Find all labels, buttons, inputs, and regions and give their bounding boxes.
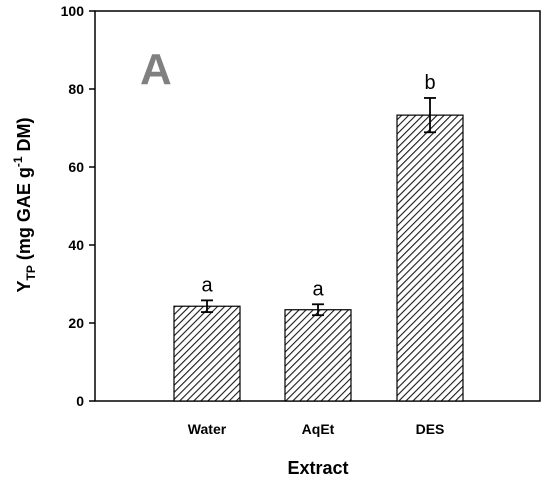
y-axis-ticks: 0 20 40 60 80 100 [61,3,95,409]
x-axis-title: Extract [287,458,348,478]
y-axis-title-superscript: -1 [11,156,25,167]
y-tick-label: 0 [76,393,84,409]
bar-aqet [284,309,352,402]
x-tick-label: DES [416,421,445,437]
y-axis-title-unit-end: DM) [14,117,34,156]
significance-letter: a [201,274,213,296]
significance-letter: b [424,72,435,94]
y-tick-label: 100 [61,3,85,19]
significance-letters: a a b [201,72,435,300]
y-tick-label: 60 [68,159,84,175]
bars [173,114,464,402]
y-tick-label: 20 [68,315,84,331]
error-bars [201,97,436,317]
bar-water [173,305,241,402]
x-tick-label: Water [188,421,227,437]
panel-label: A [140,45,172,94]
y-tick-label: 80 [68,81,84,97]
x-tick-label: AqEt [302,421,335,437]
y-axis-title-main: Y [14,281,34,293]
y-axis-title: YTP (mg GAE g-1 DM) [11,117,38,292]
y-axis-title-unit-start: (mg GAE g [14,167,34,265]
significance-letter: a [312,278,324,300]
y-tick-label: 40 [68,237,84,253]
y-axis-title-subscript: TP [24,265,38,280]
bar-des [396,114,464,402]
x-axis-ticks: Water AqEt DES [188,421,445,437]
